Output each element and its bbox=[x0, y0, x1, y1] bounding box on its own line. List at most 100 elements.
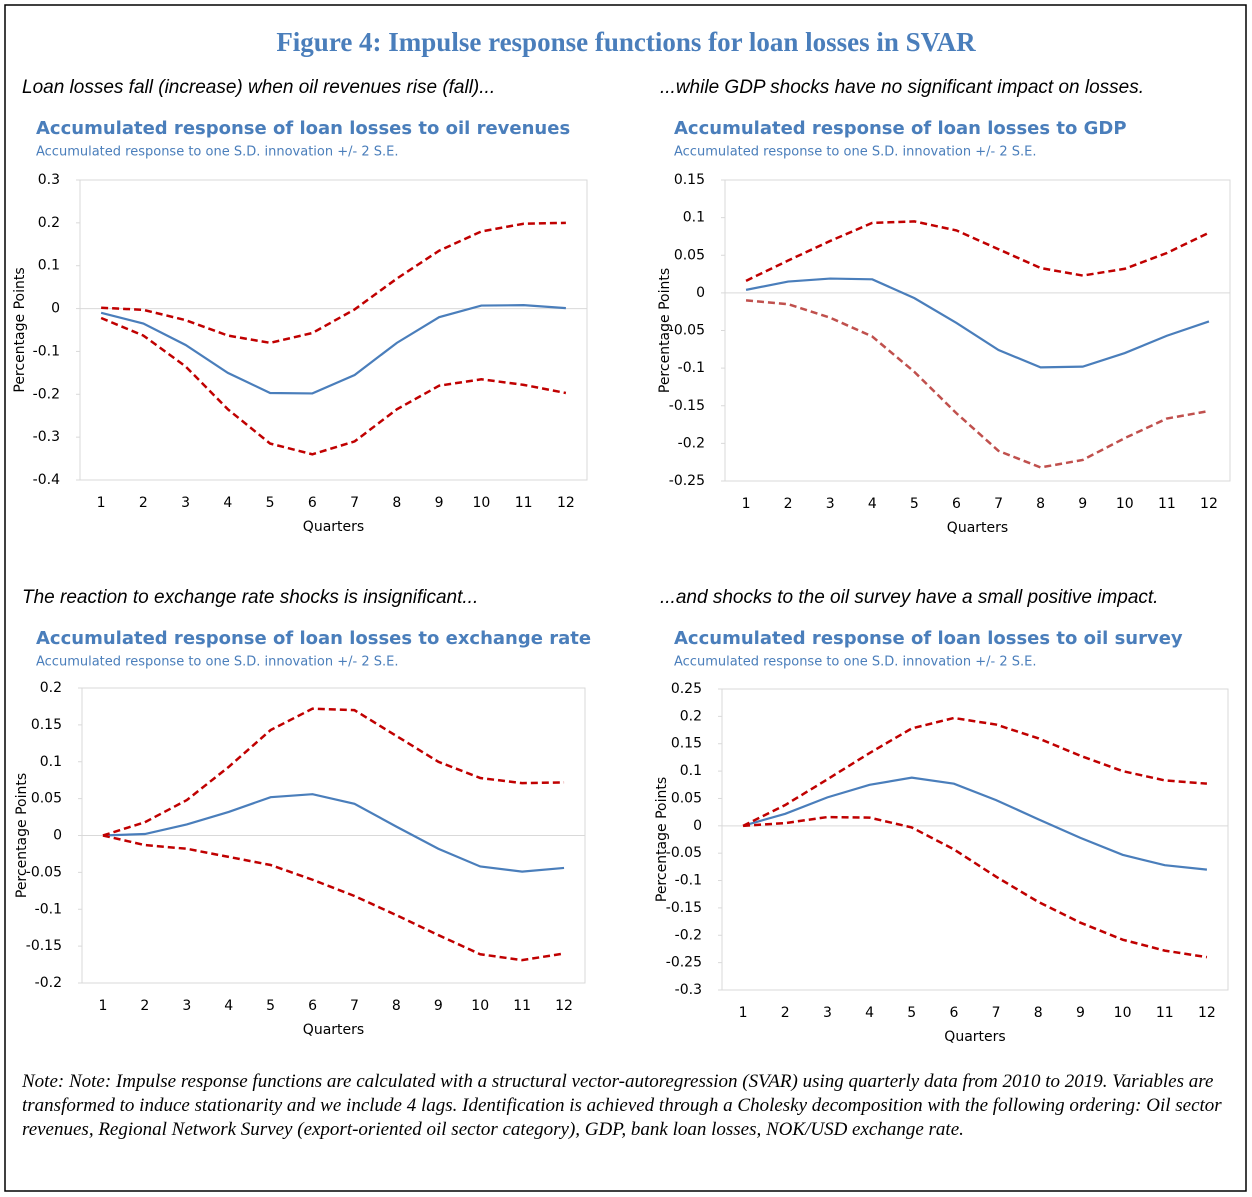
x-tick-label: 1 bbox=[742, 496, 751, 512]
plot-area bbox=[721, 688, 1229, 991]
x-tick-label: 1 bbox=[97, 495, 106, 511]
series-line bbox=[742, 716, 1208, 827]
x-tick-label: 4 bbox=[865, 1005, 874, 1021]
x-tick-label: 7 bbox=[350, 495, 359, 511]
x-tick-label: 9 bbox=[1078, 496, 1087, 512]
x-tick-label: 3 bbox=[826, 496, 835, 512]
y-tick-label: -0.3 bbox=[33, 429, 60, 445]
x-tick-label: 12 bbox=[555, 998, 573, 1014]
x-tick-label: 10 bbox=[1114, 1005, 1132, 1021]
series-line bbox=[100, 304, 566, 395]
x-tick-label: 2 bbox=[784, 496, 793, 512]
y-tick-label: 0.1 bbox=[40, 754, 62, 770]
series-line bbox=[102, 834, 565, 962]
series-line bbox=[100, 316, 567, 456]
x-tick-label: 1 bbox=[98, 998, 107, 1014]
y-tick-label: -0.1 bbox=[33, 343, 60, 359]
x-axis-label: Quarters bbox=[944, 1029, 1005, 1045]
series-line bbox=[102, 793, 565, 873]
x-tick-label: 6 bbox=[949, 1005, 958, 1021]
chart-title: Accumulated response of loan losses to o… bbox=[36, 118, 570, 139]
frame bbox=[4, 4, 1247, 1192]
y-axis-label: Percentage Points bbox=[14, 773, 30, 898]
y-tick-label: -0.3 bbox=[675, 982, 702, 998]
x-tick-label: 1 bbox=[739, 1005, 748, 1021]
x-tick-label: 12 bbox=[557, 495, 575, 511]
x-tick-label: 6 bbox=[308, 495, 317, 511]
y-tick-label: -0.15 bbox=[669, 398, 705, 414]
y-tick-label: 0 bbox=[53, 828, 62, 844]
x-tick-label: 4 bbox=[224, 998, 233, 1014]
y-tick-label: 0.15 bbox=[31, 717, 62, 733]
x-tick-label: 11 bbox=[515, 495, 533, 511]
y-tick-label: -0.15 bbox=[666, 900, 702, 916]
x-tick-label: 5 bbox=[910, 496, 919, 512]
y-tick-label: -0.2 bbox=[678, 435, 705, 451]
chart-title: Accumulated response of loan losses to G… bbox=[674, 118, 1127, 139]
y-tick-label: 0.05 bbox=[671, 790, 702, 806]
x-tick-label: 3 bbox=[823, 1005, 832, 1021]
chart-subtitle: Accumulated response to one S.D. innovat… bbox=[36, 145, 398, 160]
y-tick-label: -0.25 bbox=[666, 955, 702, 971]
y-tick-label: 0.2 bbox=[40, 680, 62, 696]
y-tick-label: 0.1 bbox=[38, 258, 60, 274]
plot-area bbox=[79, 179, 588, 481]
x-tick-label: 12 bbox=[1198, 1005, 1216, 1021]
y-tick-label: 0.1 bbox=[683, 210, 705, 226]
chart-subtitle: Accumulated response to one S.D. innovat… bbox=[674, 145, 1036, 160]
series-line bbox=[743, 815, 1208, 959]
y-tick-label: 0 bbox=[696, 285, 705, 301]
x-tick-label: 3 bbox=[181, 495, 190, 511]
y-axis-label: Percentage Points bbox=[657, 268, 673, 393]
y-tick-label: 0 bbox=[693, 818, 702, 834]
y-tick-label: -0.25 bbox=[669, 473, 705, 489]
x-tick-label: 4 bbox=[868, 496, 877, 512]
chart-title: Accumulated response of loan losses to e… bbox=[36, 628, 591, 649]
y-tick-label: -0.05 bbox=[669, 323, 705, 339]
series-line bbox=[742, 776, 1208, 871]
x-tick-label: 2 bbox=[781, 1005, 790, 1021]
series-line bbox=[102, 707, 565, 837]
y-tick-label: 0.15 bbox=[674, 172, 705, 188]
y-tick-label: -0.1 bbox=[35, 901, 62, 917]
y-tick-label: -0.05 bbox=[666, 845, 702, 861]
x-tick-label: 11 bbox=[1156, 1005, 1174, 1021]
x-tick-label: 11 bbox=[1158, 496, 1176, 512]
x-tick-label: 5 bbox=[266, 495, 275, 511]
y-tick-label: -0.4 bbox=[33, 472, 60, 488]
x-axis-label: Quarters bbox=[303, 519, 364, 535]
x-tick-label: 7 bbox=[994, 496, 1003, 512]
chart-caption: Loan losses fall (increase) when oil rev… bbox=[22, 77, 495, 98]
chart-caption: The reaction to exchange rate shocks is … bbox=[22, 587, 478, 608]
chart-subtitle: Accumulated response to one S.D. innovat… bbox=[674, 655, 1036, 670]
x-tick-label: 8 bbox=[1036, 496, 1045, 512]
chart-subtitle: Accumulated response to one S.D. innovat… bbox=[36, 655, 398, 670]
x-tick-label: 6 bbox=[952, 496, 961, 512]
x-tick-label: 10 bbox=[472, 495, 490, 511]
y-tick-label: 0.15 bbox=[671, 736, 702, 752]
x-tick-label: 9 bbox=[435, 495, 444, 511]
x-tick-label: 2 bbox=[140, 998, 149, 1014]
y-tick-label: -0.2 bbox=[33, 386, 60, 402]
plot-area bbox=[724, 179, 1231, 482]
series-line bbox=[745, 299, 1210, 469]
y-tick-label: 0.3 bbox=[38, 172, 60, 188]
series-line bbox=[101, 221, 566, 345]
y-tick-label: -0.1 bbox=[675, 873, 702, 889]
y-axis-label: Percentage Points bbox=[12, 267, 28, 392]
x-tick-label: 4 bbox=[223, 495, 232, 511]
x-tick-label: 10 bbox=[1116, 496, 1134, 512]
x-tick-label: 7 bbox=[992, 1005, 1001, 1021]
x-tick-label: 5 bbox=[266, 998, 275, 1014]
x-tick-label: 9 bbox=[1076, 1005, 1085, 1021]
y-tick-label: 0.05 bbox=[674, 247, 705, 263]
y-tick-label: -0.2 bbox=[675, 927, 702, 943]
series-line bbox=[745, 277, 1210, 369]
x-tick-label: 3 bbox=[182, 998, 191, 1014]
y-tick-label: 0.1 bbox=[680, 763, 702, 779]
y-axis-label: Percentage Points bbox=[654, 777, 670, 902]
x-tick-label: 12 bbox=[1200, 496, 1218, 512]
figure-title: Figure 4: Impulse response functions for… bbox=[276, 27, 976, 57]
y-tick-label: 0.2 bbox=[680, 708, 702, 724]
